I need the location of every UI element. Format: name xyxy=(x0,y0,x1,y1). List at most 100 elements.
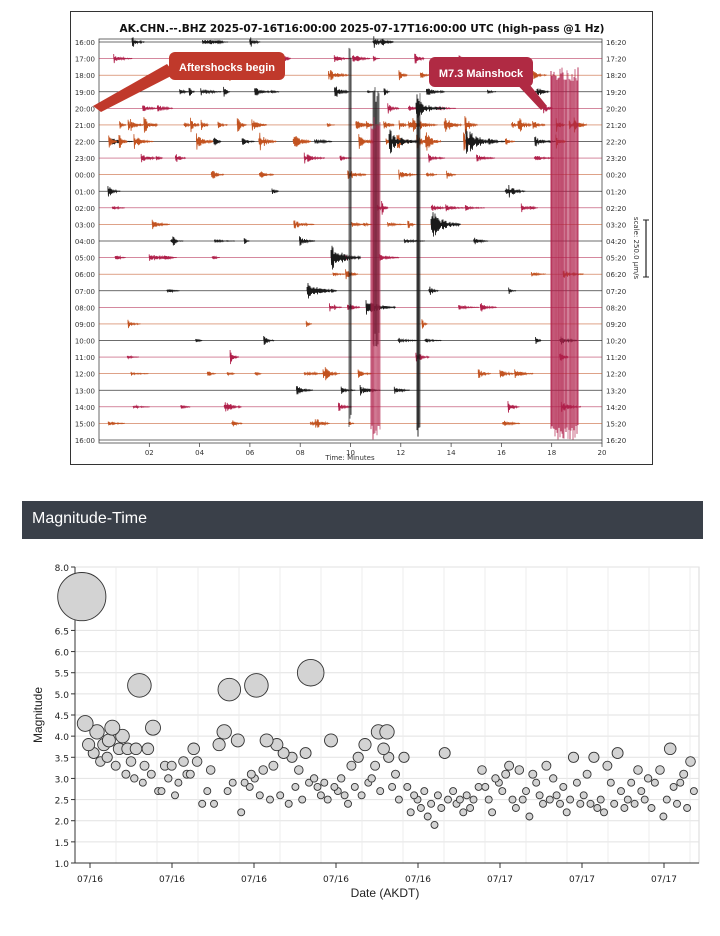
left-time-label: 08:00 xyxy=(75,304,95,312)
x-tick-label: 20 xyxy=(598,449,607,457)
earthquake-marker xyxy=(191,756,203,767)
event-waveform xyxy=(140,153,159,163)
y-tick-label: 6.0 xyxy=(55,649,70,659)
x-tick-label: 10 xyxy=(346,449,355,457)
right-time-label: 23:20 xyxy=(606,155,626,163)
x-tick-label: 07/16 xyxy=(405,875,431,885)
earthquake-marker xyxy=(455,795,464,804)
earthquake-marker xyxy=(367,774,376,783)
right-time-label: 09:20 xyxy=(606,321,626,329)
event-waveform xyxy=(327,70,350,81)
right-time-label: 06:20 xyxy=(606,271,626,279)
event-waveform xyxy=(502,420,521,427)
event-waveform xyxy=(229,350,239,365)
earthquake-marker xyxy=(549,774,558,783)
earthquake-marker xyxy=(230,733,245,748)
earthquake-marker xyxy=(532,778,541,787)
earthquake-marker xyxy=(379,724,395,740)
earthquake-marker xyxy=(377,742,390,756)
event-waveform xyxy=(183,122,192,128)
right-time-label: 12:20 xyxy=(606,371,626,379)
earthquake-marker xyxy=(559,782,568,791)
earthquake-marker xyxy=(673,799,681,808)
event-waveform xyxy=(263,335,275,346)
earthquake-marker xyxy=(296,658,325,687)
earthquake-marker xyxy=(277,747,290,760)
earthquake-marker xyxy=(240,778,249,787)
event-waveform xyxy=(507,401,520,413)
event-waveform xyxy=(111,205,126,210)
earthquake-marker xyxy=(567,751,580,763)
earthquake-marker xyxy=(185,769,195,779)
earthquake-marker xyxy=(166,760,177,771)
event-waveform xyxy=(473,237,489,245)
event-waveform xyxy=(530,271,547,277)
earthquake-marker xyxy=(284,799,293,808)
earthquake-marker xyxy=(582,769,592,779)
event-waveform xyxy=(314,138,333,144)
event-waveform xyxy=(303,371,311,377)
earthquake-marker xyxy=(444,795,452,804)
event-waveform xyxy=(107,186,121,197)
event-waveform xyxy=(127,119,144,131)
left-time-label: 21:00 xyxy=(75,122,95,130)
earthquake-marker xyxy=(198,799,207,808)
right-time-label: 08:20 xyxy=(606,304,626,312)
earthquake-marker xyxy=(216,724,232,740)
event-waveform xyxy=(195,133,214,150)
earthquake-marker xyxy=(552,791,561,800)
y-tick-label: 1.5 xyxy=(55,839,69,849)
y-tick-label: 2.0 xyxy=(55,818,70,828)
earthquake-marker xyxy=(323,795,332,804)
event-waveform xyxy=(514,369,534,378)
right-time-label: 14:20 xyxy=(606,404,626,412)
event-waveform xyxy=(517,118,532,132)
earthquake-marker xyxy=(508,795,517,804)
earthquake-marker xyxy=(244,673,269,698)
earthquake-marker xyxy=(82,738,96,752)
earthquake-marker xyxy=(245,782,254,791)
earthquake-marker xyxy=(535,791,544,800)
earthquake-marker xyxy=(416,804,425,812)
earthquake-marker xyxy=(539,799,547,808)
y-tick-label: 6.5 xyxy=(55,627,69,637)
x-tick-label: 06 xyxy=(245,449,254,457)
earthquake-marker xyxy=(406,808,415,817)
earthquake-marker xyxy=(266,795,274,804)
event-waveform xyxy=(508,287,517,295)
right-time-label: 04:20 xyxy=(606,238,626,246)
earthquake-marker xyxy=(449,787,458,796)
y-tick-label: 8.0 xyxy=(55,564,70,574)
right-time-label: 18:20 xyxy=(606,72,626,80)
earthquake-marker xyxy=(394,795,403,804)
earthquake-marker xyxy=(586,799,595,808)
earthquake-marker xyxy=(294,765,304,775)
left-time-label: 03:00 xyxy=(75,221,95,229)
earthquake-marker xyxy=(525,812,534,821)
left-time-label: 15:00 xyxy=(75,420,95,428)
event-waveform xyxy=(403,238,425,244)
event-waveform xyxy=(465,129,496,154)
event-waveform xyxy=(258,132,277,151)
earthquake-marker xyxy=(683,804,692,812)
event-waveform xyxy=(322,369,337,378)
event-waveform xyxy=(200,88,222,96)
earthquake-marker xyxy=(346,760,357,771)
mainshock-label: M7.3 Mainshock xyxy=(439,68,524,80)
earthquake-marker xyxy=(410,791,419,800)
event-waveform xyxy=(387,103,400,114)
earthquake-marker xyxy=(398,751,410,763)
event-waveform xyxy=(270,89,280,94)
x-tick-label: 02 xyxy=(145,449,154,457)
event-waveform xyxy=(190,117,200,133)
event-waveform xyxy=(180,404,191,409)
earthquake-marker xyxy=(121,769,131,779)
magnitude-time-chart: 1.0 1.5 2.0 2.5 3.0 3.5 4.0 4.5 5.0 5.5 6.0 6.5 8.0 0… xyxy=(31,564,700,900)
earthquake-marker xyxy=(391,769,400,779)
earthquake-marker xyxy=(403,782,412,791)
helicorder-title: AK.CHN.--.BHZ 2025-07-16T16:00:00 2025-0… xyxy=(120,23,605,35)
event-waveform xyxy=(414,53,425,64)
earthquake-marker xyxy=(562,808,571,817)
event-waveform xyxy=(142,105,161,112)
event-waveform xyxy=(143,117,158,133)
